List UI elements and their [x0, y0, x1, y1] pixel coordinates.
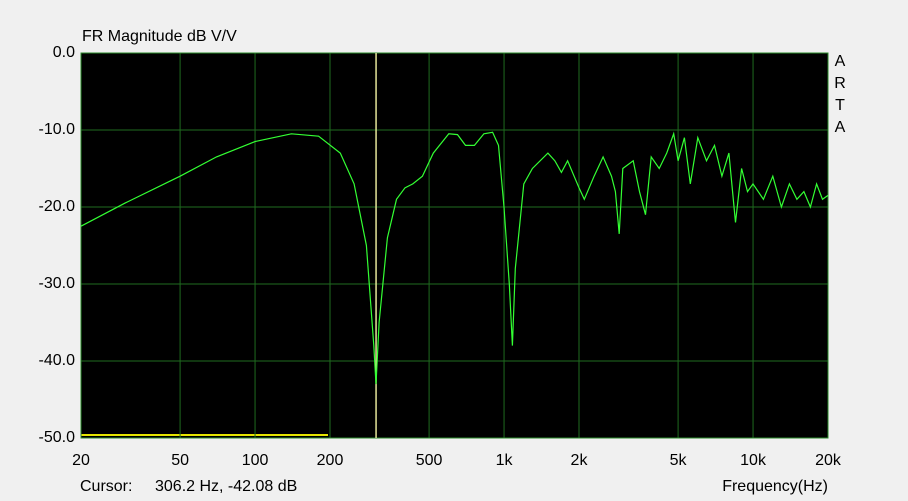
x-tick-label: 2k: [571, 452, 589, 469]
x-tick-label: 20k: [815, 452, 842, 469]
side-label-letter: R: [834, 75, 846, 92]
plot-bg: [81, 53, 828, 438]
x-tick-label: 200: [317, 452, 344, 469]
side-label-letter: A: [835, 119, 846, 136]
plot-frame: [80, 52, 829, 439]
x-tick-label: 20: [72, 452, 90, 469]
response-line: [80, 131, 829, 385]
x-tick-label: 5k: [670, 452, 688, 469]
side-label-letter: T: [835, 97, 845, 114]
chart-title: FR Magnitude dB V/V: [82, 28, 237, 45]
cursor-readout: 306.2 Hz, -42.08 dB: [155, 478, 297, 495]
y-tick-label: -40.0: [39, 352, 76, 369]
side-label-letter: A: [835, 53, 846, 70]
y-tick-label: 0.0: [53, 44, 75, 61]
x-axis-label: Frequency(Hz): [722, 478, 828, 495]
y-tick-label: -50.0: [39, 429, 76, 446]
cursor-caption: Cursor:: [80, 478, 132, 495]
y-tick-label: -30.0: [39, 275, 76, 292]
x-tick-label: 1k: [496, 452, 514, 469]
x-tick-label: 10k: [740, 452, 767, 469]
y-tick-label: -10.0: [39, 121, 76, 138]
x-tick-label: 50: [171, 452, 189, 469]
x-tick-label: 100: [242, 452, 269, 469]
y-tick-label: -20.0: [39, 198, 76, 215]
x-tick-label: 500: [416, 452, 443, 469]
